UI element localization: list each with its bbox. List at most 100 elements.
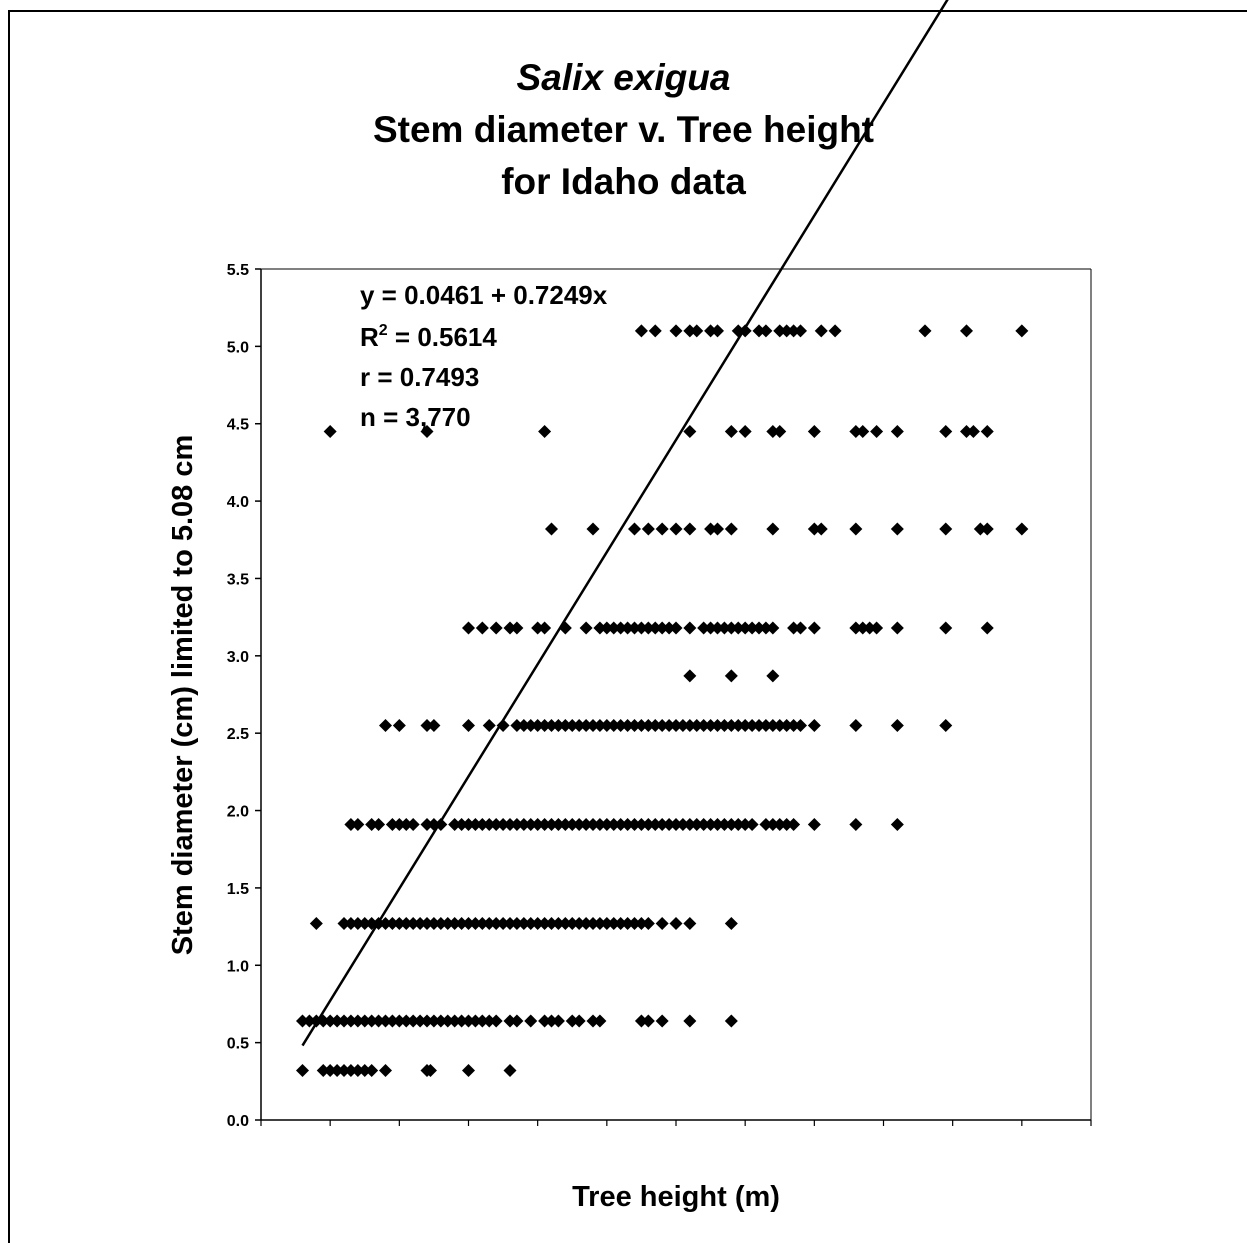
data-point bbox=[870, 424, 884, 438]
data-point bbox=[648, 817, 662, 831]
data-point bbox=[939, 424, 953, 438]
data-point bbox=[462, 817, 475, 831]
data-point bbox=[614, 621, 628, 635]
data-point bbox=[697, 718, 711, 732]
data-point bbox=[455, 1014, 469, 1028]
data-point bbox=[863, 621, 877, 635]
data-point bbox=[890, 718, 904, 732]
plot-area: 0.0 0.5 1.0 1.5 2.0 2.5 3.0 3.5 4.0 4.5 5.0 5.5 bbox=[227, 0, 1092, 1130]
data-point bbox=[683, 621, 697, 635]
data-point bbox=[683, 424, 697, 438]
data-point bbox=[351, 1063, 365, 1077]
data-point bbox=[579, 718, 593, 732]
y-tick-label: 3.5 bbox=[227, 571, 249, 588]
data-point bbox=[634, 324, 648, 338]
x-ticks bbox=[260, 1120, 1092, 1126]
data-point bbox=[766, 817, 780, 831]
data-point bbox=[551, 916, 565, 930]
data-point bbox=[724, 424, 738, 438]
data-point bbox=[455, 916, 469, 930]
data-point bbox=[724, 817, 738, 831]
data-point bbox=[621, 718, 635, 732]
data-point bbox=[565, 817, 579, 831]
data-point bbox=[634, 718, 648, 732]
data-point bbox=[420, 424, 434, 438]
data-point bbox=[648, 621, 662, 635]
data-point bbox=[890, 621, 904, 635]
data-point bbox=[939, 621, 953, 635]
data-point bbox=[593, 916, 607, 930]
data-point bbox=[662, 817, 676, 831]
data-point bbox=[545, 817, 558, 831]
data-point bbox=[655, 522, 669, 536]
data-point bbox=[607, 718, 621, 732]
data-point bbox=[503, 1014, 517, 1028]
data-point bbox=[385, 1014, 399, 1028]
data-point bbox=[296, 1063, 309, 1077]
data-point bbox=[683, 1014, 697, 1028]
data-point bbox=[462, 1014, 475, 1028]
y-tick-label: 1.0 bbox=[227, 958, 249, 975]
data-point bbox=[565, 916, 579, 930]
data-point bbox=[773, 817, 787, 831]
data-point bbox=[524, 718, 538, 732]
data-point bbox=[807, 522, 821, 536]
data-point bbox=[551, 817, 565, 831]
y-ticks: 0.0 0.5 1.0 1.5 2.0 2.5 3.0 3.5 4.0 4.5 5.0 5.5 bbox=[227, 262, 261, 1130]
data-point bbox=[807, 424, 821, 438]
regression-line bbox=[301, 0, 949, 1047]
data-point bbox=[420, 718, 434, 732]
data-point bbox=[752, 621, 766, 635]
data-point bbox=[662, 718, 676, 732]
data-point bbox=[704, 324, 718, 338]
data-point bbox=[531, 916, 545, 930]
data-point bbox=[614, 718, 628, 732]
data-point bbox=[558, 817, 572, 831]
data-point bbox=[510, 718, 524, 732]
data-point bbox=[697, 621, 711, 635]
data-point bbox=[462, 621, 475, 635]
data-point bbox=[634, 621, 648, 635]
data-point bbox=[641, 916, 655, 930]
data-point bbox=[641, 817, 655, 831]
data-point bbox=[724, 1014, 738, 1028]
data-point bbox=[683, 916, 697, 930]
data-point bbox=[966, 424, 980, 438]
data-point bbox=[448, 916, 462, 930]
data-point bbox=[634, 1014, 648, 1028]
data-point bbox=[704, 817, 718, 831]
data-point bbox=[323, 424, 337, 438]
data-point bbox=[344, 1014, 358, 1028]
data-point bbox=[683, 718, 697, 732]
data-point bbox=[358, 1063, 372, 1077]
data-point bbox=[468, 916, 482, 930]
data-point bbox=[344, 916, 358, 930]
chart-title-line3: for Idaho data bbox=[501, 161, 746, 202]
data-point bbox=[510, 916, 524, 930]
data-point bbox=[323, 1014, 337, 1028]
data-point bbox=[593, 718, 607, 732]
data-point bbox=[780, 324, 794, 338]
data-point bbox=[614, 916, 628, 930]
data-point bbox=[344, 1063, 358, 1077]
data-point bbox=[683, 669, 697, 683]
data-point bbox=[572, 916, 586, 930]
data-point bbox=[482, 1014, 496, 1028]
data-point bbox=[683, 522, 697, 536]
data-point bbox=[787, 817, 801, 831]
data-point bbox=[690, 718, 704, 732]
x-axis-title: Tree height (m) bbox=[572, 1181, 780, 1213]
data-point bbox=[358, 916, 372, 930]
data-point bbox=[517, 916, 531, 930]
data-point bbox=[662, 621, 676, 635]
data-point bbox=[586, 1014, 600, 1028]
data-point bbox=[579, 621, 593, 635]
data-point bbox=[427, 1014, 441, 1028]
data-point bbox=[628, 522, 641, 536]
data-point bbox=[628, 817, 641, 831]
data-point bbox=[392, 1014, 406, 1028]
data-point bbox=[551, 718, 565, 732]
data-point bbox=[717, 817, 731, 831]
data-point bbox=[787, 621, 801, 635]
data-point bbox=[849, 522, 863, 536]
